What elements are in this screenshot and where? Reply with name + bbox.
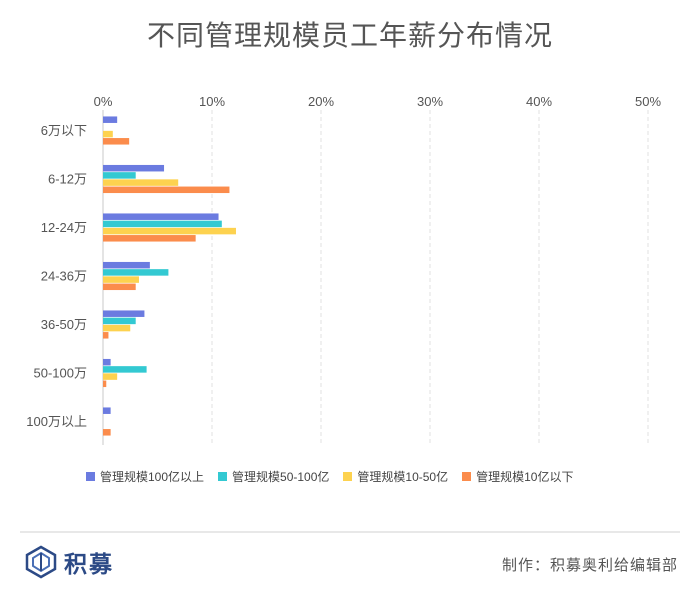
brand-logo: 积募 (24, 545, 114, 579)
x-axis-ticks: 0% 10% 20% 30% 40% 50% (94, 94, 662, 109)
legend-swatch (343, 472, 353, 481)
bar (103, 186, 230, 194)
bar (103, 380, 107, 388)
category-label: 36-50万 (41, 317, 87, 332)
x-tick-label: 50% (635, 94, 661, 109)
legend-swatch (218, 472, 228, 481)
category-label: 6-12万 (48, 172, 87, 187)
legend-item: 管理规模10亿以下 (462, 468, 573, 485)
bar (103, 227, 236, 235)
x-tick-label: 30% (417, 94, 443, 109)
logo-text: 积募 (64, 551, 114, 578)
bar (103, 261, 150, 269)
legend: 管理规模100亿以上 管理规模50-100亿 管理规模10-50亿 管理规模10亿以下 (86, 468, 573, 485)
bar (103, 235, 196, 242)
logo-icon (25, 545, 57, 579)
bar (103, 172, 136, 179)
category-label: 100万以上 (26, 414, 87, 429)
legend-label: 管理规模10亿以下 (476, 470, 574, 484)
bar-chart: 0% 10% 20% 30% 40% 50% 6万以下 6-12万 12-24万 24-36万 3… (26, 94, 662, 445)
bar (103, 317, 136, 325)
bar (103, 116, 118, 123)
x-tick-label: 10% (199, 94, 225, 109)
bar (103, 366, 147, 373)
bar (103, 324, 131, 332)
bar (103, 358, 111, 366)
legend-item: 管理规模10-50亿 (343, 468, 448, 485)
x-tick-label: 20% (308, 94, 334, 109)
bar (103, 130, 113, 138)
bar (103, 179, 179, 186)
bar (103, 138, 130, 145)
legend-label: 管理规模100亿以上 (100, 470, 205, 484)
legend-label: 管理规模50-100亿 (232, 470, 330, 484)
bar (103, 276, 139, 283)
bar (103, 283, 136, 291)
legend-item: 管理规模100亿以上 (86, 468, 204, 485)
x-tick-label: 40% (526, 94, 552, 109)
bar (103, 407, 111, 414)
legend-swatch (462, 472, 472, 481)
bars (103, 116, 236, 436)
bar (103, 220, 222, 228)
category-label: 24-36万 (41, 269, 87, 284)
grid-lines (102, 110, 649, 445)
legend-item: 管理规模50-100亿 (218, 468, 329, 485)
bar (103, 373, 118, 380)
bar (103, 269, 169, 276)
category-axis: 6万以下 6-12万 12-24万 24-36万 36-50万 50-100万 100万以上 (26, 123, 87, 429)
chart-title: 不同管理规模员工年薪分布情况 (146, 20, 553, 51)
credit-text: 制作：积募奥利给编辑部 (501, 557, 678, 574)
legend-swatch (86, 472, 95, 481)
bar (103, 429, 111, 436)
category-label: 50-100万 (34, 366, 87, 381)
category-label: 6万以下 (41, 123, 87, 138)
category-label: 12-24万 (41, 220, 87, 235)
bar (103, 332, 109, 339)
bar (103, 213, 219, 220)
footer-divider (20, 531, 680, 533)
legend-label: 管理规模10-50亿 (357, 470, 449, 484)
bar (103, 164, 165, 172)
bar (103, 310, 145, 317)
x-tick-label: 0% (94, 94, 113, 109)
